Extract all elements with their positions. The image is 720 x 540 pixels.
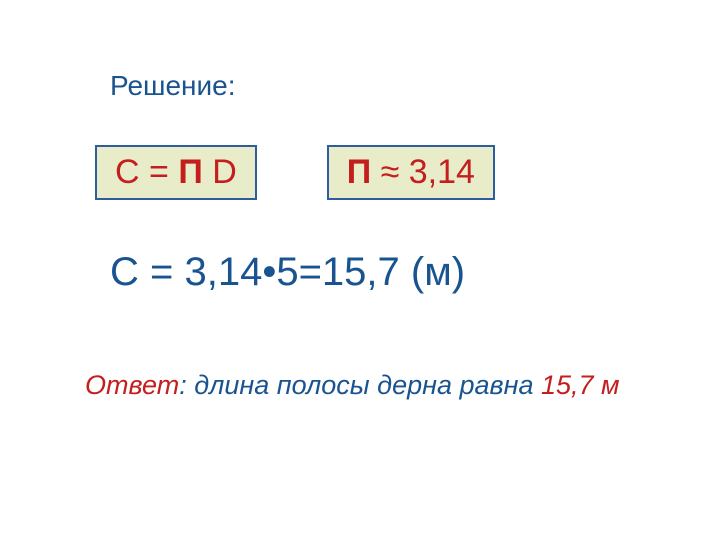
pi-value-text: ≈ 3,14 bbox=[371, 153, 475, 191]
formula-circumference: С = П D bbox=[95, 145, 257, 200]
answer-value: 15,7 м bbox=[541, 370, 620, 400]
answer-text: : длина полосы дерна равна bbox=[179, 370, 541, 400]
answer-label: Ответ bbox=[85, 370, 179, 400]
answer-line: Ответ: длина полосы дерна равна 15,7 м bbox=[85, 370, 620, 401]
formula-pi-value: П ≈ 3,14 bbox=[327, 145, 495, 200]
solution-heading: Решение: bbox=[110, 70, 236, 102]
formula-pi-symbol: П bbox=[178, 153, 202, 191]
formula-c-part: С = bbox=[115, 153, 178, 191]
calculation-line: С = 3,14•5=15,7 (м) bbox=[110, 250, 465, 295]
pi-symbol: П bbox=[347, 153, 371, 191]
formula-row: С = П D П ≈ 3,14 bbox=[95, 145, 495, 200]
formula-d-part: D bbox=[203, 153, 237, 191]
